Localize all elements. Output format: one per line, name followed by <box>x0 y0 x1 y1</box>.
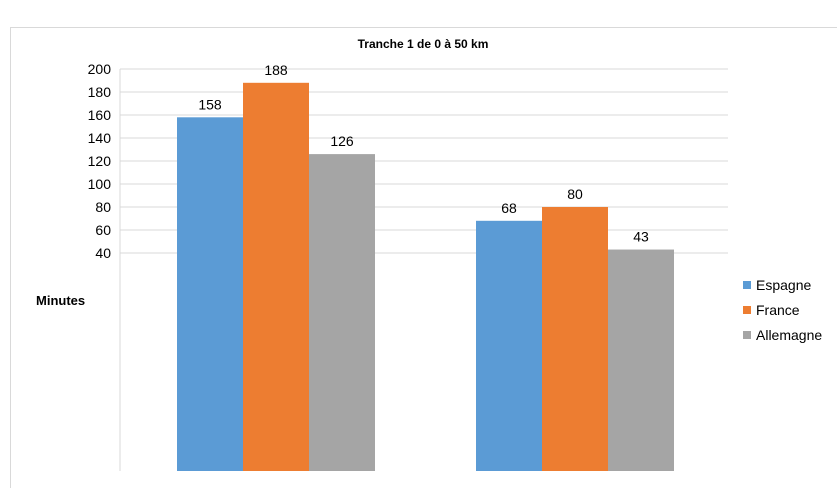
data-labels: 158 68 188 80 126 43 <box>198 62 649 245</box>
bar-chart: 40 60 80 100 120 140 160 180 200 158 68 188 80 126 43… <box>36 37 822 471</box>
bars <box>177 82 674 471</box>
y-tick-label: 160 <box>88 107 112 123</box>
legend-label-allemagne: Allemagne <box>756 327 822 343</box>
y-tick-label: 140 <box>88 130 112 146</box>
legend: Espagne France Allemagne <box>743 277 822 343</box>
cropped-slide-title <box>0 0 837 26</box>
bar-espagne <box>476 220 542 471</box>
y-tick-label: 180 <box>88 84 112 100</box>
data-label: 68 <box>501 200 517 216</box>
y-tick-label: 40 <box>95 245 111 261</box>
bar-france <box>542 207 608 471</box>
bar-france <box>243 82 309 471</box>
data-label: 80 <box>567 186 583 202</box>
y-tick-label: 80 <box>95 199 111 215</box>
y-tick-label: 60 <box>95 222 111 238</box>
bar-allemagne <box>608 249 674 471</box>
chart-area <box>10 27 837 488</box>
chart-title: Tranche 1 de 0 à 50 km <box>358 37 489 51</box>
bar-allemagne <box>309 154 375 471</box>
data-label: 43 <box>633 229 649 245</box>
legend-label-espagne: Espagne <box>756 277 811 293</box>
legend-swatch-espagne <box>743 281 751 289</box>
y-tick-label: 100 <box>88 176 112 192</box>
legend-label-france: France <box>756 302 800 318</box>
y-tick-label: 200 <box>88 61 112 77</box>
y-tick-label: 120 <box>88 153 112 169</box>
legend-swatch-france <box>743 306 751 314</box>
y-axis-ticks: 40 60 80 100 120 140 160 180 200 <box>88 61 112 261</box>
y-axis-title: Minutes <box>36 293 85 308</box>
bar-espagne <box>177 117 243 471</box>
data-label: 188 <box>264 62 288 78</box>
data-label: 126 <box>330 133 354 149</box>
data-label: 158 <box>198 96 222 112</box>
legend-swatch-allemagne <box>743 331 751 339</box>
